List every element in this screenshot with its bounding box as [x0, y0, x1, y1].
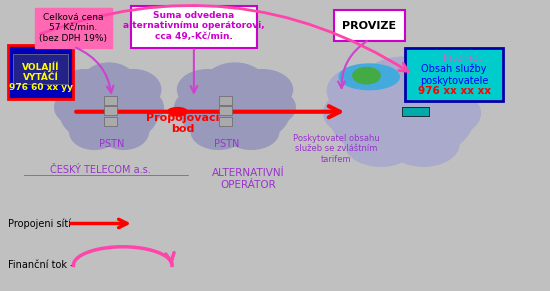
Text: Suma odvedena
alternativnímu operátorovi,
cca 49,-Kč/min.: Suma odvedena alternativnímu operátorovi… — [123, 11, 265, 40]
Text: Celková cena
57 Kč/min.
(bez DPH 19%): Celková cena 57 Kč/min. (bez DPH 19%) — [40, 13, 107, 43]
Ellipse shape — [82, 63, 136, 103]
Ellipse shape — [60, 79, 158, 145]
FancyBboxPatch shape — [131, 6, 257, 48]
FancyBboxPatch shape — [334, 10, 405, 41]
Text: PSTN: PSTN — [99, 139, 124, 149]
Ellipse shape — [57, 70, 112, 109]
Ellipse shape — [232, 70, 293, 109]
Text: ČESKÝ TELECOM a.s.: ČESKÝ TELECOM a.s. — [51, 165, 151, 175]
Circle shape — [168, 108, 188, 116]
FancyBboxPatch shape — [13, 54, 68, 84]
Ellipse shape — [99, 114, 148, 149]
Text: Finanční tok -: Finanční tok - — [8, 260, 73, 270]
Ellipse shape — [107, 70, 161, 109]
Text: Obsah služby
poskytovatele: Obsah služby poskytovatele — [420, 63, 488, 86]
Ellipse shape — [331, 77, 474, 161]
Text: 976 xx xx xx: 976 xx xx xx — [417, 86, 491, 96]
Text: VOLAJÍÍ
VYTÁČÍ
976 60 xx yy: VOLAJÍÍ VYTÁČÍ 976 60 xx yy — [8, 61, 73, 93]
Ellipse shape — [180, 79, 290, 145]
FancyBboxPatch shape — [218, 107, 232, 115]
FancyBboxPatch shape — [8, 45, 73, 99]
Ellipse shape — [55, 90, 99, 125]
Ellipse shape — [363, 57, 441, 108]
Ellipse shape — [327, 66, 406, 116]
Ellipse shape — [224, 114, 279, 149]
Circle shape — [339, 64, 399, 90]
Text: Propojovací
bod: Propojovací bod — [146, 112, 219, 134]
Ellipse shape — [178, 70, 238, 109]
Ellipse shape — [246, 90, 295, 125]
FancyBboxPatch shape — [218, 117, 232, 126]
Text: Poskytovatel obsahu
služeb se zvláštním
tarifem: Poskytovatel obsahu služeb se zvláštním … — [293, 134, 380, 164]
Ellipse shape — [205, 63, 265, 103]
Ellipse shape — [345, 122, 416, 166]
Ellipse shape — [119, 90, 163, 125]
FancyBboxPatch shape — [35, 8, 112, 48]
Text: PROVIZE: PROVIZE — [342, 21, 397, 31]
FancyBboxPatch shape — [218, 96, 232, 105]
Text: Internet: Internet — [443, 53, 482, 63]
Ellipse shape — [399, 66, 477, 116]
Ellipse shape — [353, 68, 380, 84]
FancyBboxPatch shape — [402, 107, 430, 116]
Text: PSTN: PSTN — [214, 139, 239, 149]
Ellipse shape — [388, 122, 459, 166]
Ellipse shape — [175, 90, 224, 125]
Ellipse shape — [69, 114, 119, 149]
Text: ALTERNATIVNÍ
OPERÁTOR: ALTERNATIVNÍ OPERÁTOR — [212, 168, 285, 190]
Ellipse shape — [324, 91, 388, 136]
FancyBboxPatch shape — [103, 117, 117, 126]
FancyBboxPatch shape — [103, 96, 117, 105]
Text: Propojeni sítí -: Propojeni sítí - — [8, 218, 77, 229]
FancyBboxPatch shape — [103, 107, 117, 115]
Ellipse shape — [191, 114, 246, 149]
Ellipse shape — [416, 91, 480, 136]
FancyBboxPatch shape — [405, 48, 503, 101]
